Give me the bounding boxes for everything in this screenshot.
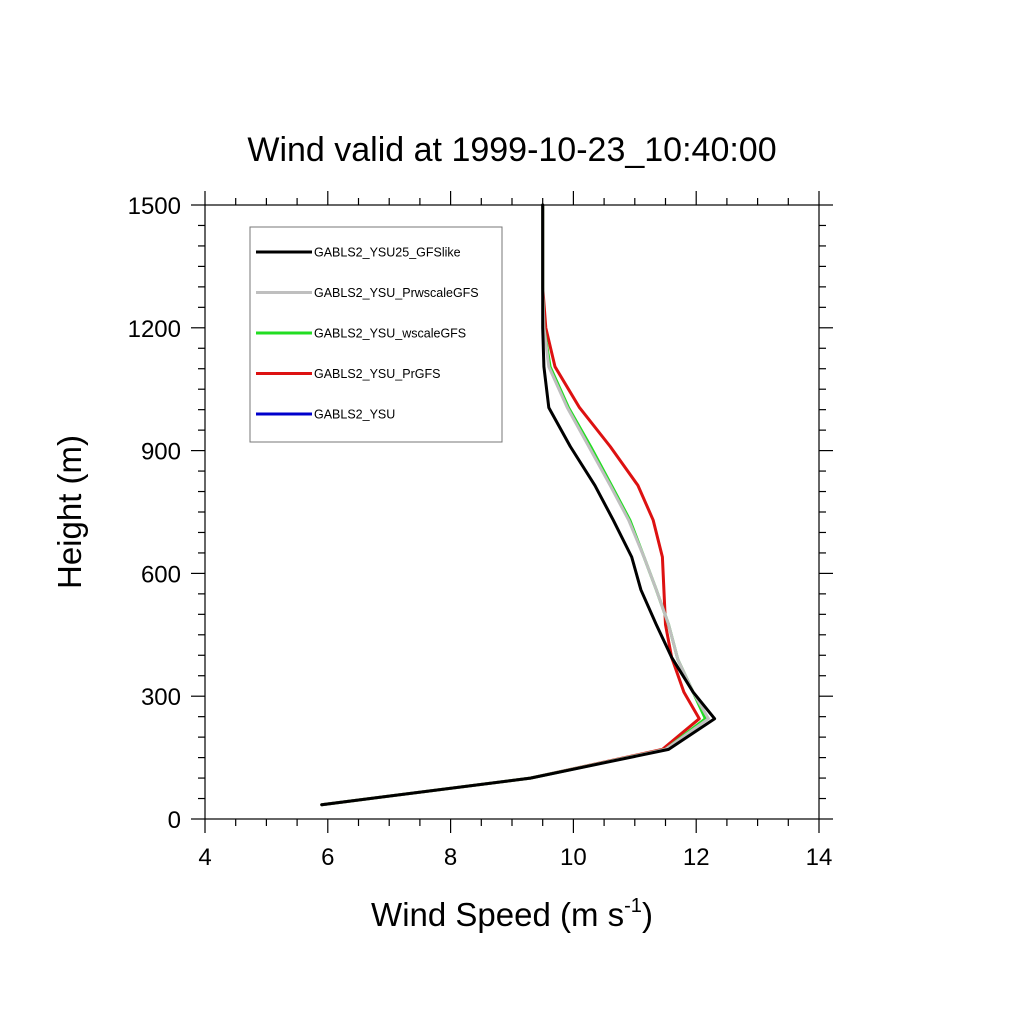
x-tick-label: 12 [683, 844, 710, 871]
y-axis-label: Height (m) [51, 435, 88, 589]
legend-label: GABLS2_YSU25_GFSlike [314, 246, 461, 260]
x-tick-label: 4 [198, 844, 211, 871]
plot-area: 4 6 8 10 12 14 0 300 600 900 1200 1500 [128, 191, 833, 871]
legend: GABLS2_YSU25_GFSlike GABLS2_YSU_PrwscaleG… [249, 226, 503, 443]
y-tick-label: 600 [141, 561, 181, 588]
chart-title: Wind valid at 1999-10-23_10:40:00 [247, 131, 776, 169]
x-tick-label: 8 [444, 844, 457, 871]
x-axis-label-superscript: -1 [624, 895, 642, 917]
legend-label: GABLS2_YSU_PrGFS [314, 367, 440, 381]
x-axis-label-end: ) [642, 896, 653, 933]
x-tick-label: 14 [806, 844, 833, 871]
series-line [320, 203, 710, 807]
y-tick-label: 0 [168, 807, 181, 834]
y-tick-label: 1500 [128, 193, 181, 220]
x-axis-label: Wind Speed (m s-1) [371, 895, 653, 933]
x-tick-label: 10 [560, 844, 587, 871]
series-line [320, 203, 717, 807]
y-tick-label: 900 [141, 439, 181, 466]
legend-label: GABLS2_YSU_wscaleGFS [314, 327, 466, 341]
y-tick-label: 1200 [128, 316, 181, 343]
legend-label: GABLS2_YSU [314, 408, 395, 422]
series-line [320, 203, 701, 807]
legend-label: GABLS2_YSU_PrwscaleGFS [314, 286, 479, 300]
x-tick-label: 6 [321, 844, 334, 871]
y-tick-label: 300 [141, 684, 181, 711]
x-axis-label-main: Wind Speed (m s [371, 896, 624, 933]
